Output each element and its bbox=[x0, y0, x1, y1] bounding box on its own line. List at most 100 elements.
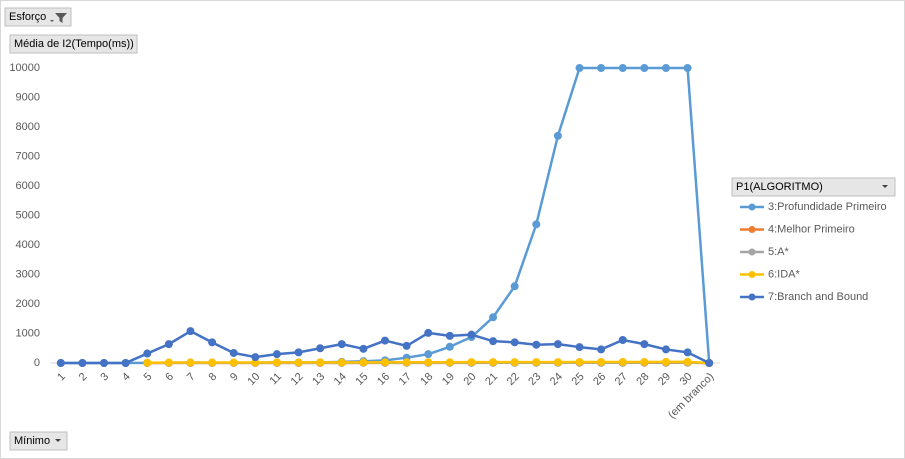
legend-field[interactable]: P1(ALGORITMO) bbox=[736, 181, 823, 193]
series-marker bbox=[164, 358, 173, 367]
series-marker bbox=[597, 64, 606, 72]
y-tick-label: 10000 bbox=[9, 62, 40, 74]
button-bg[interactable] bbox=[9, 431, 68, 451]
y-tick-label: 7000 bbox=[16, 150, 40, 162]
legend-label: 5:A* bbox=[768, 246, 790, 258]
series-marker bbox=[661, 357, 670, 366]
series-marker bbox=[272, 358, 281, 367]
series-marker bbox=[597, 357, 606, 366]
series-marker bbox=[618, 64, 627, 72]
series-marker bbox=[618, 335, 627, 344]
legend-marker bbox=[748, 226, 756, 233]
series-marker bbox=[575, 64, 584, 72]
series-marker bbox=[640, 357, 649, 366]
series-marker bbox=[532, 358, 541, 367]
value-field-button[interactable]: Média de I2(Tempo(ms)) bbox=[9, 34, 138, 54]
series-marker bbox=[186, 358, 195, 367]
series-marker bbox=[661, 64, 670, 72]
series-marker bbox=[186, 327, 195, 336]
series-marker bbox=[402, 358, 411, 367]
series-marker bbox=[143, 349, 152, 358]
legend-label: 6:IDA* bbox=[768, 268, 801, 280]
series-marker bbox=[553, 340, 562, 349]
legend-field-button[interactable]: P1(ALGORITMO) bbox=[731, 177, 896, 197]
series-marker bbox=[445, 358, 454, 367]
legend-label: 4:Melhor Primeiro bbox=[768, 223, 855, 235]
series-marker bbox=[337, 340, 346, 349]
y-tick-label: 9000 bbox=[16, 91, 40, 103]
y-tick-label: 6000 bbox=[16, 180, 40, 192]
series-marker bbox=[272, 350, 281, 359]
series-marker bbox=[683, 348, 692, 357]
series-marker bbox=[618, 357, 627, 366]
series-marker bbox=[381, 358, 389, 367]
y-tick-label: 5000 bbox=[16, 209, 40, 221]
y-tick-label: 2000 bbox=[16, 298, 40, 310]
series-marker bbox=[467, 358, 476, 367]
series-marker bbox=[359, 344, 368, 353]
axis-field-button[interactable]: Mínimo bbox=[9, 431, 68, 451]
button-bg[interactable] bbox=[731, 177, 896, 197]
series-marker bbox=[56, 359, 65, 367]
series-marker bbox=[208, 358, 217, 367]
series-marker bbox=[316, 358, 325, 367]
series-marker bbox=[661, 345, 670, 354]
series-marker bbox=[229, 348, 238, 357]
series-marker bbox=[402, 341, 411, 350]
series-marker bbox=[143, 358, 152, 367]
series-marker bbox=[424, 350, 433, 359]
series-marker bbox=[229, 358, 238, 367]
y-tick-label: 8000 bbox=[16, 121, 40, 133]
value-field[interactable]: Média de I2(Tempo(ms)) bbox=[14, 38, 134, 50]
legend-marker bbox=[748, 271, 756, 278]
legend-marker bbox=[748, 293, 756, 301]
series-marker bbox=[532, 220, 541, 229]
series-marker bbox=[575, 343, 584, 352]
series-marker bbox=[640, 340, 649, 349]
series-marker bbox=[381, 336, 389, 345]
series-marker bbox=[359, 358, 368, 367]
button-bg[interactable] bbox=[4, 7, 72, 27]
series-marker bbox=[510, 358, 519, 367]
filter-icon[interactable] bbox=[55, 13, 67, 23]
series-marker bbox=[100, 359, 109, 367]
filter-button[interactable]: Esforço bbox=[4, 7, 72, 27]
button-bg[interactable] bbox=[9, 34, 138, 54]
series-marker bbox=[553, 358, 562, 367]
series-marker bbox=[78, 359, 87, 367]
y-tick-label: 0 bbox=[34, 357, 40, 369]
legend-marker bbox=[748, 248, 756, 256]
series-marker bbox=[640, 64, 649, 72]
filter-field[interactable]: Esforço bbox=[9, 11, 46, 23]
series-marker bbox=[294, 358, 303, 367]
y-tick-label: 1000 bbox=[16, 327, 40, 339]
axis-field[interactable]: Mínimo bbox=[14, 435, 50, 447]
series-marker bbox=[424, 358, 433, 367]
series-marker bbox=[164, 340, 173, 349]
legend-label: 7:Branch and Bound bbox=[768, 291, 868, 303]
series-marker bbox=[683, 64, 692, 72]
series-marker bbox=[553, 131, 562, 140]
series-marker bbox=[316, 344, 325, 353]
y-tick-label: 4000 bbox=[16, 239, 40, 251]
series-marker bbox=[489, 337, 498, 346]
y-tick-label: 3000 bbox=[16, 268, 40, 280]
dropdown-icon[interactable] bbox=[50, 20, 54, 22]
series-marker bbox=[337, 358, 346, 367]
series-marker bbox=[575, 357, 584, 366]
series-marker bbox=[489, 313, 498, 322]
series-marker bbox=[121, 359, 130, 367]
series-marker bbox=[294, 348, 303, 357]
series-marker bbox=[467, 330, 476, 339]
series-marker bbox=[683, 357, 692, 366]
dropdown-icon[interactable] bbox=[882, 185, 888, 188]
dropdown-icon[interactable] bbox=[55, 439, 61, 442]
series-marker bbox=[489, 358, 498, 367]
legend-label: 3:Profundidade Primeiro bbox=[768, 201, 887, 213]
series-marker bbox=[705, 359, 714, 367]
legend-marker bbox=[748, 203, 756, 211]
series-marker bbox=[445, 331, 454, 340]
series-marker bbox=[445, 342, 454, 351]
